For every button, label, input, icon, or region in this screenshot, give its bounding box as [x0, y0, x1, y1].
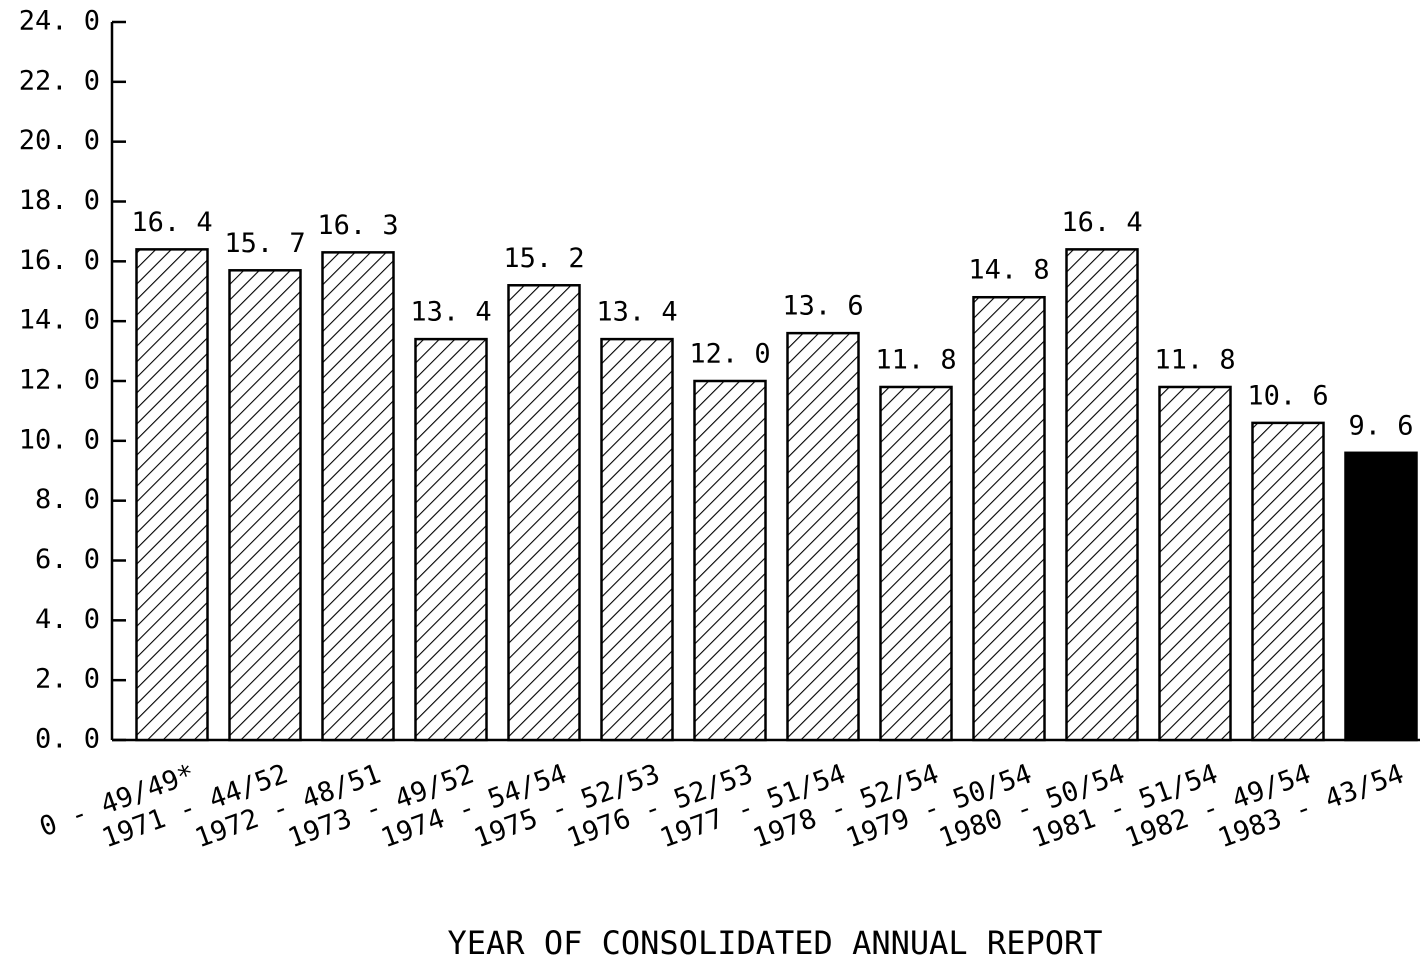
value-label: 13. 6 — [782, 291, 863, 322]
value-label: 16. 4 — [131, 207, 212, 238]
bar — [600, 337, 674, 742]
value-label: 11. 8 — [1154, 344, 1235, 375]
bar — [879, 385, 953, 742]
y-tick-label: 18. 0 — [19, 185, 100, 216]
y-tick-label: 8. 0 — [35, 484, 100, 515]
bar — [1251, 421, 1325, 742]
value-label: 11. 8 — [875, 344, 956, 375]
value-label: 12. 0 — [689, 339, 770, 370]
y-tick-label: 12. 0 — [19, 365, 100, 396]
value-label: 13. 4 — [410, 297, 491, 328]
bar — [1065, 248, 1139, 742]
value-label: 15. 2 — [503, 243, 584, 274]
bar — [321, 251, 395, 742]
y-tick-label: 22. 0 — [19, 65, 100, 96]
value-label: 10. 6 — [1247, 380, 1328, 411]
y-tick-label: 6. 0 — [35, 544, 100, 575]
value-label: 16. 4 — [1061, 207, 1142, 238]
bar — [972, 295, 1046, 742]
bar — [228, 269, 302, 742]
y-tick-label: 10. 0 — [19, 424, 100, 455]
y-tick-label: 24. 0 — [19, 6, 100, 37]
y-tick-label: 4. 0 — [35, 604, 100, 635]
bar — [414, 337, 488, 742]
bar — [786, 331, 860, 742]
value-label: 13. 4 — [596, 297, 677, 328]
value-label: 16. 3 — [317, 210, 398, 241]
value-label: 15. 7 — [224, 228, 305, 259]
bar — [1344, 451, 1418, 742]
bar — [507, 284, 581, 742]
y-tick-label: 2. 0 — [35, 664, 100, 695]
value-label: 14. 8 — [968, 255, 1049, 286]
x-axis-title: YEAR OF CONSOLIDATED ANNUAL REPORT — [447, 924, 1102, 962]
value-label: 9. 6 — [1348, 410, 1413, 441]
bar — [693, 379, 767, 742]
bar — [1158, 385, 1232, 742]
y-tick-label: 16. 0 — [19, 245, 100, 276]
y-tick-label: 0. 0 — [35, 724, 100, 755]
y-tick-label: 20. 0 — [19, 125, 100, 156]
y-tick-label: 14. 0 — [19, 305, 100, 336]
bar — [135, 248, 209, 742]
